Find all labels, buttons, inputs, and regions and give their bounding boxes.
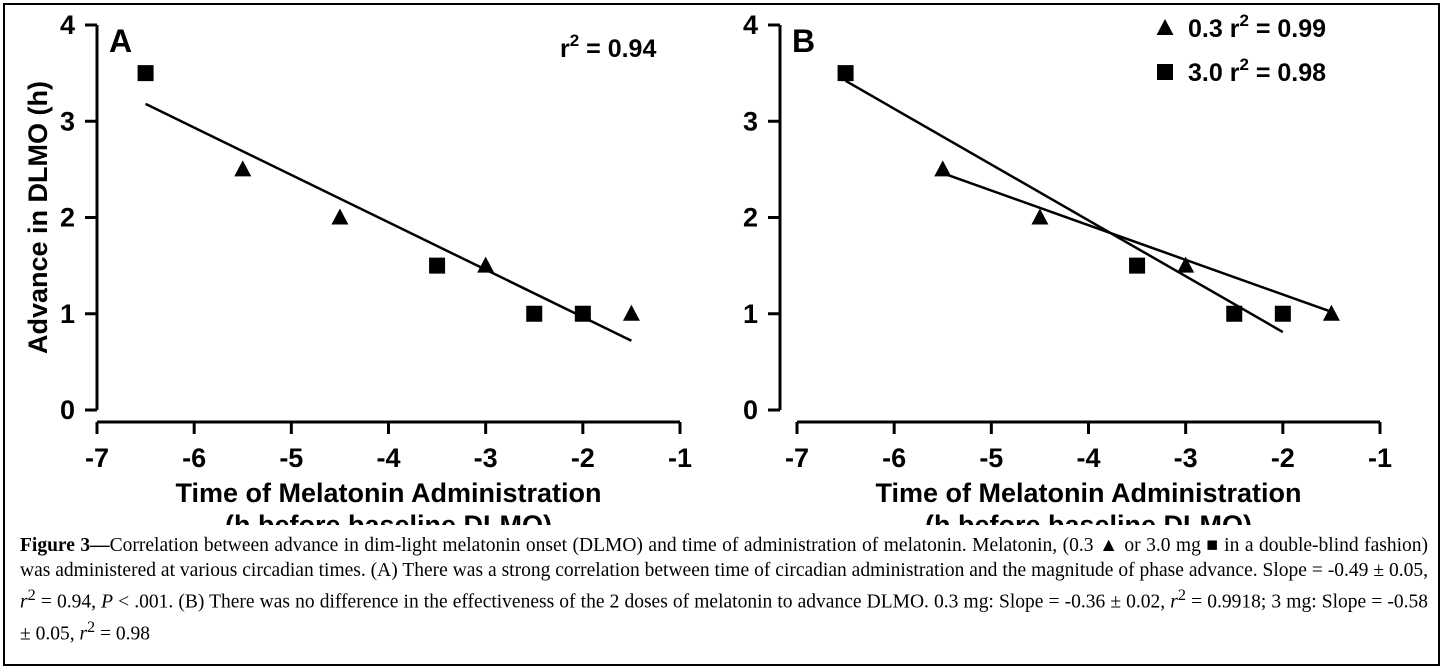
y-tick-label: 4 [60, 10, 75, 40]
x-tick-label: -2 [571, 443, 595, 473]
legend-marker-triangle [1156, 19, 1174, 35]
x-tick-label: -4 [376, 443, 400, 473]
y-axis-title: Advance in DLMO (h) [23, 81, 53, 354]
data-point-triangle [1177, 256, 1195, 273]
figure-panels: 0 1 2 3 4 -7 -6 -5 -4 -3 -2 -1 Time of Melatonin Adm… [23, 10, 1392, 525]
x-tick-label: -4 [1076, 443, 1100, 473]
caption-text: = 0.98 [95, 623, 151, 644]
y-tick-label: 2 [60, 203, 75, 233]
caption-text: Correlation between advance in dim-light… [20, 535, 1429, 581]
r-squared-annotation: r2 = 0.94 [560, 31, 656, 63]
caption-text: = 0.94, [35, 591, 102, 613]
y-tick-label: 3 [743, 106, 758, 136]
caption-text: < .001. (B) There was no difference in t… [113, 591, 1171, 613]
y-tick-label: 2 [743, 203, 758, 233]
data-point-square [137, 65, 154, 82]
x-tick-label: -3 [1174, 443, 1198, 473]
legend-entry: 0.3 r2 = 0.99 [1188, 11, 1326, 43]
panel-b: 0 1 2 3 4 -7 -6 -5 -4 -3 -2 -1 Time of Melatonin Adm… [743, 10, 1392, 525]
panel-label: B [792, 23, 815, 59]
data-point-square [429, 257, 446, 274]
x-tick-label: -7 [85, 443, 109, 473]
x-tick-label: -5 [979, 443, 1003, 473]
caption-r: r [1170, 591, 1178, 613]
regression-line [942, 172, 1332, 314]
regression-line [145, 102, 632, 342]
y-tick-label: 4 [743, 10, 758, 40]
y-tick-label: 1 [743, 299, 758, 329]
caption-label: Figure 3— [20, 535, 110, 556]
x-axis-title: Time of Melatonin Administration [175, 478, 601, 508]
y-tick-label: 1 [60, 299, 75, 329]
data-point-square [1226, 305, 1243, 322]
data-point-square [526, 305, 543, 322]
x-tick-label: -6 [882, 443, 906, 473]
legend-marker-square [1157, 64, 1173, 80]
data-point-square [1274, 305, 1291, 322]
x-tick-label: -6 [182, 443, 206, 473]
data-point-triangle [1322, 304, 1340, 321]
y-tick-label: 0 [60, 395, 75, 425]
legend-entry: 3.0 r2 = 0.98 [1188, 55, 1326, 87]
figure-caption: Figure 3—Correlation between advance in … [20, 533, 1428, 646]
x-tick-label: -3 [474, 443, 498, 473]
x-tick-label: -5 [279, 443, 303, 473]
panel-label: A [109, 23, 132, 59]
x-tick-label: -1 [1368, 443, 1392, 473]
data-point-triangle [1031, 208, 1049, 225]
data-point-square [574, 305, 591, 322]
caption-sup: 2 [87, 617, 96, 636]
caption-r: r [79, 623, 88, 644]
x-axis-title: (h before baseline DLMO) [925, 510, 1252, 525]
data-point-triangle [934, 160, 952, 177]
x-axis-title: Time of Melatonin Administration [875, 478, 1301, 508]
data-point-triangle [331, 208, 349, 225]
data-point-triangle [622, 304, 640, 321]
x-tick-label: -1 [668, 443, 692, 473]
data-point-triangle [234, 160, 252, 177]
caption-p: P [101, 591, 113, 613]
caption-text: = 0.9918; 3 mg: Slope = -0.58 ± 0.05, [20, 591, 1428, 645]
caption-sup: 2 [1177, 586, 1187, 604]
x-axis-title: (h before baseline DLMO) [225, 510, 552, 525]
x-tick-label: -7 [785, 443, 809, 473]
data-point-triangle [477, 256, 495, 273]
data-point-square [1129, 257, 1146, 274]
y-tick-label: 0 [743, 395, 758, 425]
regression-line [844, 79, 1284, 334]
figure-frame [3, 3, 1440, 666]
panel-a: 0 1 2 3 4 -7 -6 -5 -4 -3 -2 -1 Time of Melatonin Adm… [23, 10, 692, 525]
caption-sup: 2 [27, 586, 36, 604]
y-tick-label: 3 [60, 106, 75, 136]
caption-r: r [20, 591, 28, 613]
data-point-square [837, 65, 854, 82]
x-tick-label: -2 [1271, 443, 1295, 473]
